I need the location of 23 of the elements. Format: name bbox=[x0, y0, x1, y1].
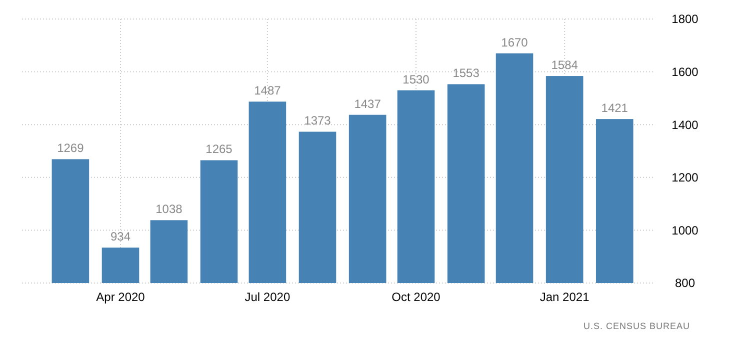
y-tick-label: 1000 bbox=[672, 223, 699, 238]
data-label: 1584 bbox=[551, 58, 578, 72]
x-tick-label: Apr 2020 bbox=[96, 290, 146, 304]
data-label: 934 bbox=[110, 230, 131, 244]
data-label: 1437 bbox=[354, 96, 382, 111]
y-tick-label: 1400 bbox=[672, 118, 699, 132]
data-label: 1265 bbox=[206, 142, 233, 156]
y-tick-label: 1200 bbox=[672, 170, 699, 185]
y-tick-label: 800 bbox=[674, 276, 696, 290]
data-label: 1373 bbox=[304, 114, 332, 128]
x-tick-label: Oct 2020 bbox=[392, 290, 441, 304]
x-tick-label: Jan 2021 bbox=[540, 290, 590, 304]
text: U.S. CENSUS BUREAU bbox=[583, 321, 690, 331]
data-label: 1553 bbox=[452, 66, 480, 80]
data-label: 1530 bbox=[402, 72, 430, 86]
y-tick-label: 1800 bbox=[672, 12, 699, 26]
data-label: 1487 bbox=[254, 84, 282, 98]
y-tick-label: 1600 bbox=[672, 65, 699, 79]
data-label: 1670 bbox=[501, 35, 528, 50]
data-label: 1269 bbox=[57, 141, 84, 156]
x-tick-label: Jul 2020 bbox=[244, 290, 290, 304]
data-label: 1038 bbox=[156, 202, 183, 216]
data-label: 1421 bbox=[601, 101, 628, 116]
